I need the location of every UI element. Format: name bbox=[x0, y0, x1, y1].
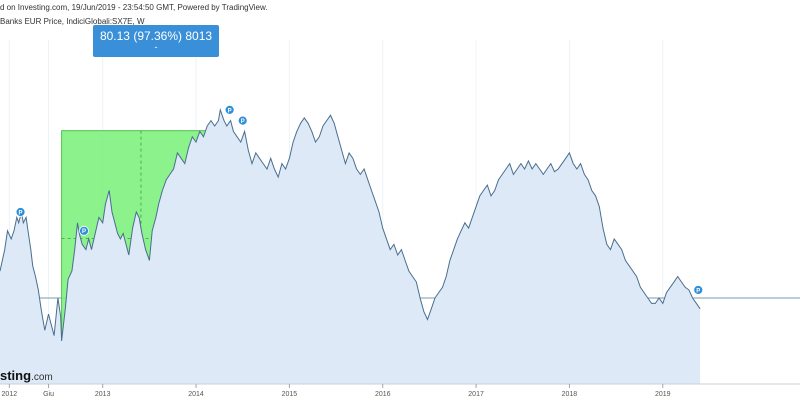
x-tick-label-8: 2019 bbox=[655, 391, 671, 398]
x-tick-label-1: Giu bbox=[43, 391, 54, 398]
investing-logo: sting.com bbox=[0, 368, 53, 383]
measure-sub-label: - bbox=[154, 42, 158, 52]
event-marker-label-3: P bbox=[241, 119, 245, 125]
event-marker-0[interactable] bbox=[15, 207, 26, 217]
x-tick-label-4: 2015 bbox=[282, 391, 298, 398]
event-marker-1[interactable] bbox=[79, 225, 89, 236]
measure-tooltip: 80.13 (97.36%) 8013 - bbox=[93, 25, 219, 57]
series-group bbox=[0, 107, 701, 385]
event-marker-label-1: P bbox=[82, 229, 86, 235]
event-marker-label-2: P bbox=[228, 108, 232, 114]
event-marker-2[interactable] bbox=[224, 104, 235, 115]
event-marker-label-0: P bbox=[19, 210, 23, 216]
logo-suffix: .com bbox=[31, 372, 53, 383]
series-area bbox=[0, 109, 701, 385]
event-marker-label-4: P bbox=[696, 288, 700, 294]
x-tick-label-7: 2018 bbox=[562, 391, 578, 398]
x-tick-label-3: 2014 bbox=[188, 391, 204, 398]
event-markers: P P P P P bbox=[15, 104, 704, 295]
measure-value-label: 80.13 (97.36%) 8013 bbox=[99, 29, 213, 43]
x-tick-label-5: 2016 bbox=[375, 391, 391, 398]
logo-brand: sting bbox=[0, 368, 32, 383]
x-axis: 2012 Giu 2013 2014 2015 2016 2017 2018 2019 bbox=[0, 383, 800, 398]
chart-instrument-title: Banks EUR Price, IndiciGlobali:SX7E, W bbox=[0, 17, 145, 26]
x-tick-label-0: 2012 bbox=[2, 391, 18, 398]
x-tick-label-2: 2013 bbox=[95, 391, 111, 398]
event-marker-4[interactable] bbox=[693, 285, 704, 295]
x-tick-label-6: 2017 bbox=[468, 391, 484, 398]
event-marker-3[interactable] bbox=[237, 115, 248, 126]
chart-source-caption: d on Investing.com, 19/Jun/2019 - 23:54:… bbox=[0, 3, 268, 12]
series-line bbox=[0, 107, 701, 342]
